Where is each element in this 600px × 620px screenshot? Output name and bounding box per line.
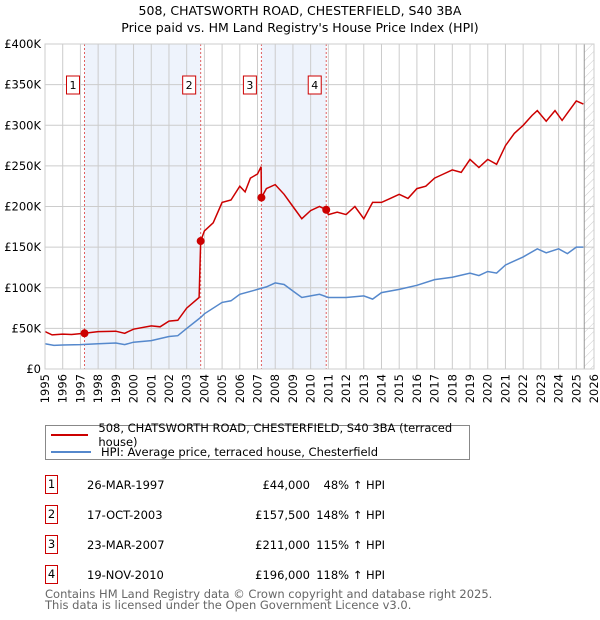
sale-price: £44,000 (262, 478, 310, 492)
sale-price: £196,000 (255, 568, 310, 582)
y-tick-label: £200K (4, 200, 41, 214)
y-tick-label: £350K (4, 78, 41, 92)
sale-point (257, 193, 266, 202)
sale-label-number: 2 (186, 79, 193, 92)
x-tick-label: 2006 (233, 374, 247, 403)
x-tick-label: 2004 (197, 374, 211, 403)
sale-label-number: 3 (246, 79, 253, 92)
x-tick-label: 2010 (304, 374, 318, 403)
sale-number: 2 (45, 505, 58, 524)
legend: 508, CHATSWORTH ROAD, CHESTERFIELD, S40 … (45, 421, 470, 460)
x-tick-label: 2007 (251, 374, 265, 403)
legend-swatch-red (51, 434, 89, 436)
x-tick-label: 1997 (73, 374, 87, 403)
x-tick-label: 2017 (428, 374, 442, 403)
sale-date: 26-MAR-1997 (87, 478, 165, 492)
plot-border (44, 43, 595, 370)
sale-number: 3 (45, 535, 58, 554)
legend-swatch-blue (51, 451, 91, 453)
sale-hpi-change: 115% ↑ HPI (316, 538, 385, 552)
sale-label-box (182, 75, 197, 95)
x-tick-label: 2003 (180, 374, 194, 403)
sale-label-box (307, 75, 322, 95)
y-tick-label: £400K (4, 37, 41, 51)
sale-date: 23-MAR-2007 (87, 538, 165, 552)
sale-row: 4 19-NOV-2010 £196,000 118% ↑ HPI (45, 565, 445, 585)
sale-point (196, 237, 205, 246)
sale-date: 17-OCT-2003 (87, 508, 163, 522)
legend-item-property: 508, CHATSWORTH ROAD, CHESTERFIELD, S40 … (51, 421, 469, 449)
x-tick-label: 2022 (516, 374, 530, 403)
x-tick-label: 2014 (374, 374, 388, 403)
footer-copyright: Contains HM Land Registry data © Crown c… (45, 587, 493, 601)
x-tick-label: 2000 (127, 374, 141, 403)
x-tick-label: 2024 (552, 374, 566, 403)
x-tick-label: 2021 (498, 374, 512, 403)
y-tick-label: £150K (4, 240, 41, 254)
x-tick-label: 2025 (569, 374, 583, 403)
legend-label: 508, CHATSWORTH ROAD, CHESTERFIELD, S40 … (98, 421, 453, 449)
y-tick-label: £300K (4, 118, 41, 132)
sale-label-box (242, 75, 257, 95)
x-tick-label: 1996 (56, 374, 70, 403)
y-tick-label: £100K (4, 281, 41, 295)
x-tick-label: 2023 (534, 374, 548, 403)
legend-label: HPI: Average price, terraced house, Ches… (101, 445, 379, 459)
sale-hpi-change: 148% ↑ HPI (316, 508, 385, 522)
x-tick-label: 1995 (38, 374, 52, 403)
sale-row: 2 17-OCT-2003 £157,500 148% ↑ HPI (45, 505, 445, 525)
sale-hpi-change: 48% ↑ HPI (323, 478, 385, 492)
x-tick-label: 2012 (339, 374, 353, 403)
x-tick-label: 2026 (587, 374, 600, 403)
sale-row: 1 26-MAR-1997 £44,000 48% ↑ HPI (45, 475, 445, 495)
y-tick-label: £50K (12, 321, 42, 335)
sale-date: 19-NOV-2010 (87, 568, 164, 582)
sale-price: £157,500 (255, 508, 310, 522)
footer-licence: This data is licensed under the Open Gov… (45, 598, 412, 612)
sale-number: 4 (45, 565, 58, 584)
x-tick-label: 2020 (481, 374, 495, 403)
hpi-line (44, 246, 584, 347)
sale-point (322, 205, 331, 214)
sale-number: 1 (45, 475, 58, 494)
x-tick-label: 2015 (392, 374, 406, 403)
x-tick-label: 2013 (357, 374, 371, 403)
sale-label-number: 4 (311, 79, 318, 92)
y-tick-label: £250K (4, 159, 41, 173)
x-tick-label: 2016 (410, 374, 424, 403)
x-tick-label: 2009 (286, 374, 300, 403)
x-tick-label: 2008 (268, 374, 282, 403)
sale-label-number: 1 (69, 79, 76, 92)
sale-label-box (65, 75, 80, 95)
x-tick-label: 2002 (162, 374, 176, 403)
y-tick-label: £0 (26, 362, 41, 376)
sale-price: £211,000 (255, 538, 310, 552)
x-tick-label: 2001 (144, 374, 158, 403)
sale-point (80, 329, 89, 338)
x-tick-label: 1999 (109, 374, 123, 403)
x-tick-label: 2019 (463, 374, 477, 403)
x-tick-label: 2011 (321, 374, 335, 403)
x-tick-label: 1998 (91, 374, 105, 403)
chart-title: 508, CHATSWORTH ROAD, CHESTERFIELD, S40 … (138, 3, 462, 18)
x-tick-label: 2018 (445, 374, 459, 403)
property-price-line (44, 99, 584, 336)
sale-row: 3 23-MAR-2007 £211,000 115% ↑ HPI (45, 535, 445, 555)
price-chart: 1995 1996 1997 1998 1999 2000 2001 2002 2003 2004… (4, 37, 600, 403)
x-tick-label: 2005 (215, 374, 229, 403)
legend-item-hpi: HPI: Average price, terraced house, Ches… (51, 444, 378, 460)
sale-hpi-change: 118% ↑ HPI (316, 568, 385, 582)
chart-subtitle: Price paid vs. HM Land Registry's House … (121, 20, 479, 35)
